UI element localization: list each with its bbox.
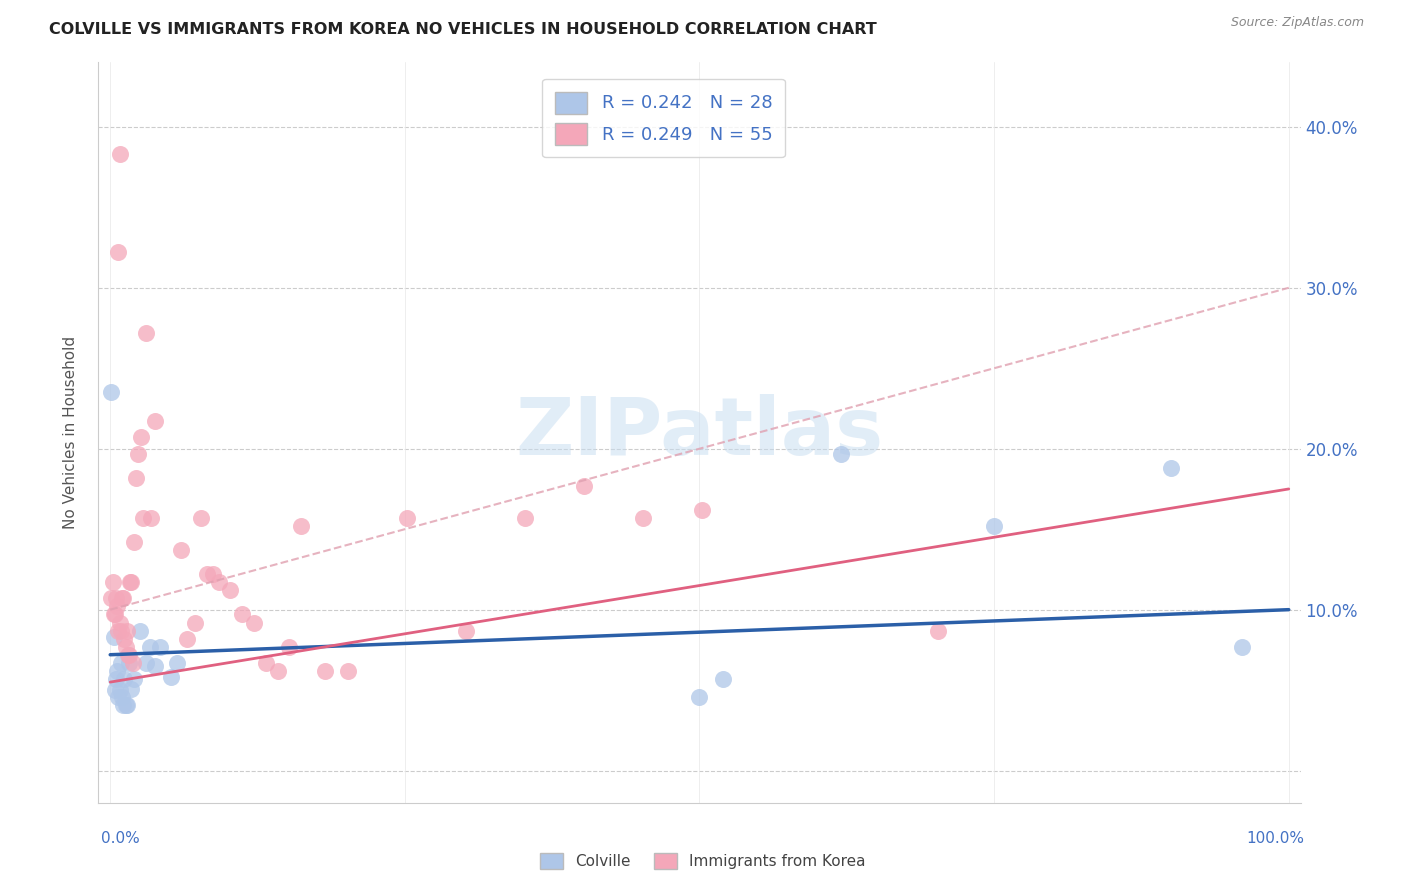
Point bbox=[266, 664, 288, 678]
Point bbox=[111, 591, 134, 606]
Point bbox=[107, 624, 129, 638]
Point bbox=[117, 648, 139, 662]
Point bbox=[120, 575, 142, 590]
Point bbox=[513, 511, 536, 525]
Point bbox=[110, 624, 132, 638]
Point bbox=[121, 656, 143, 670]
Point bbox=[111, 690, 134, 704]
Point bbox=[112, 632, 135, 646]
Point bbox=[143, 659, 166, 673]
Point bbox=[112, 591, 135, 606]
Point bbox=[118, 648, 141, 662]
Point bbox=[108, 615, 131, 630]
Point bbox=[184, 615, 207, 630]
Point bbox=[254, 656, 277, 670]
Point bbox=[107, 690, 129, 704]
Point bbox=[112, 672, 135, 686]
Point bbox=[104, 683, 127, 698]
Point bbox=[105, 664, 128, 678]
Point bbox=[105, 672, 128, 686]
Point bbox=[314, 664, 336, 678]
Point bbox=[100, 591, 122, 606]
Text: Source: ZipAtlas.com: Source: ZipAtlas.com bbox=[1230, 16, 1364, 29]
Text: 0.0%: 0.0% bbox=[101, 831, 141, 846]
Point bbox=[135, 656, 157, 670]
Point bbox=[927, 624, 949, 638]
Point bbox=[135, 326, 157, 340]
Point bbox=[983, 519, 1005, 533]
Y-axis label: No Vehicles in Household: No Vehicles in Household bbox=[63, 336, 77, 529]
Point bbox=[115, 624, 138, 638]
Point bbox=[128, 446, 150, 460]
Point bbox=[105, 591, 128, 606]
Point bbox=[110, 656, 132, 670]
Point bbox=[139, 640, 162, 654]
Text: ZIPatlas: ZIPatlas bbox=[516, 393, 883, 472]
Point bbox=[166, 656, 188, 670]
Text: 100.0%: 100.0% bbox=[1247, 831, 1305, 846]
Point bbox=[103, 630, 125, 644]
Point bbox=[689, 690, 711, 704]
Point bbox=[129, 430, 152, 444]
Point bbox=[114, 698, 136, 712]
Point bbox=[278, 640, 301, 654]
Legend: Colville, Immigrants from Korea: Colville, Immigrants from Korea bbox=[534, 847, 872, 875]
Point bbox=[104, 607, 127, 622]
Point bbox=[160, 670, 183, 684]
Point bbox=[115, 698, 138, 712]
Point bbox=[100, 385, 122, 400]
Point bbox=[396, 511, 419, 525]
Point bbox=[243, 615, 266, 630]
Point bbox=[456, 624, 478, 638]
Point bbox=[219, 583, 242, 598]
Point bbox=[711, 672, 734, 686]
Point bbox=[101, 575, 124, 590]
Point bbox=[128, 624, 150, 638]
Point bbox=[120, 681, 142, 696]
Point bbox=[1160, 461, 1182, 475]
Point bbox=[108, 683, 131, 698]
Point bbox=[122, 535, 145, 549]
Point bbox=[118, 656, 141, 670]
Point bbox=[108, 147, 131, 161]
Point bbox=[201, 567, 224, 582]
Point bbox=[830, 446, 852, 460]
Point bbox=[132, 511, 155, 525]
Point bbox=[122, 672, 145, 686]
Legend: R = 0.242   N = 28, R = 0.249   N = 55: R = 0.242 N = 28, R = 0.249 N = 55 bbox=[541, 78, 785, 157]
Point bbox=[1230, 640, 1253, 654]
Point bbox=[103, 607, 125, 622]
Point bbox=[572, 479, 595, 493]
Point bbox=[631, 511, 654, 525]
Point bbox=[290, 519, 312, 533]
Point bbox=[149, 640, 172, 654]
Text: COLVILLE VS IMMIGRANTS FROM KOREA NO VEHICLES IN HOUSEHOLD CORRELATION CHART: COLVILLE VS IMMIGRANTS FROM KOREA NO VEH… bbox=[49, 22, 877, 37]
Point bbox=[107, 245, 129, 260]
Point bbox=[120, 575, 142, 590]
Point bbox=[190, 511, 212, 525]
Point bbox=[112, 698, 135, 712]
Point bbox=[105, 599, 128, 614]
Point bbox=[176, 632, 198, 646]
Point bbox=[208, 575, 231, 590]
Point bbox=[690, 503, 713, 517]
Point bbox=[337, 664, 360, 678]
Point bbox=[141, 511, 163, 525]
Point bbox=[143, 414, 166, 428]
Point bbox=[170, 543, 193, 558]
Point bbox=[125, 471, 148, 485]
Point bbox=[231, 607, 253, 622]
Point bbox=[114, 640, 136, 654]
Point bbox=[195, 567, 218, 582]
